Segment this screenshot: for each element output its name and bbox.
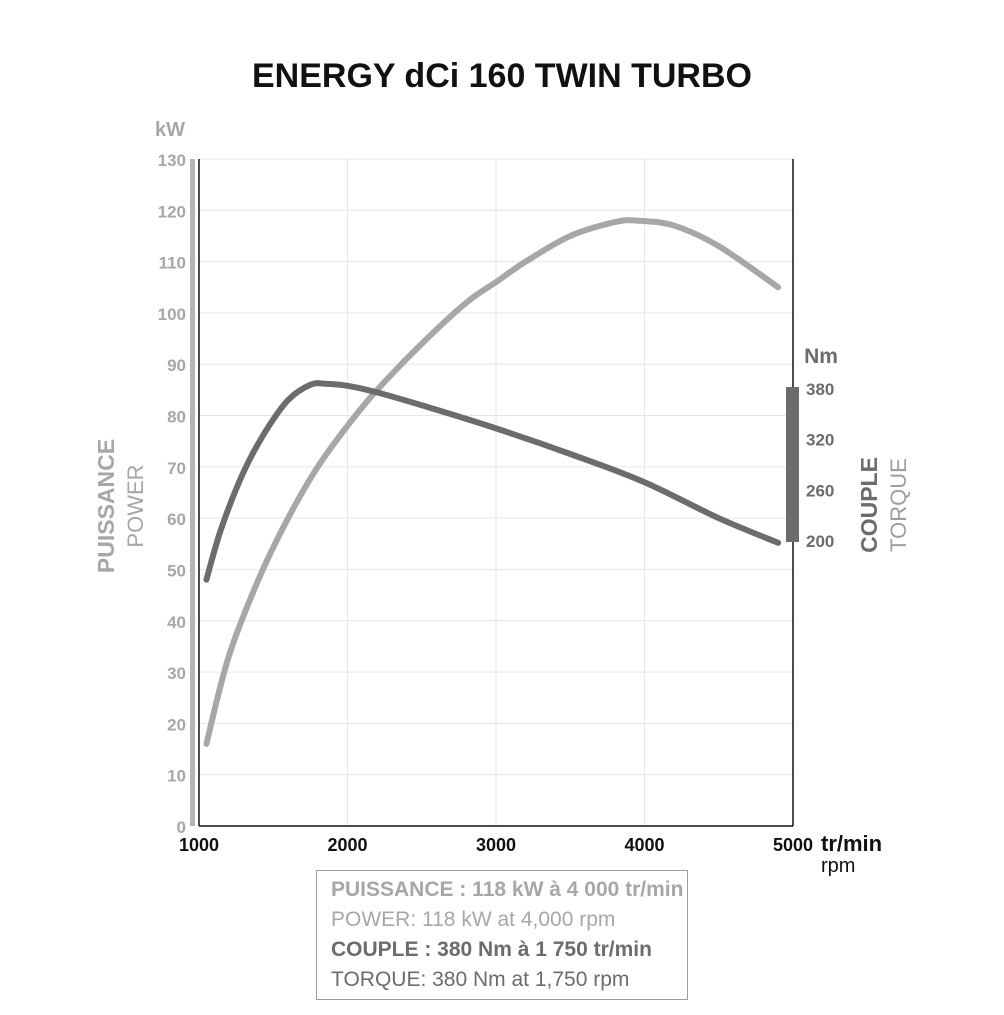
power-summary-en: POWER: 118 kW at 4,000 rpm	[331, 908, 616, 931]
labels-layer: 0 10 20 30 40 50 60 70 80 90 100 110 120 130 kW 1000 200…	[93, 119, 911, 877]
grid	[199, 158, 793, 826]
x-tick-label: 2000	[327, 835, 367, 855]
y-tick-label: 70	[167, 459, 186, 478]
torque-summary-fr: COUPLE : 380 Nm à 1 750 tr/min	[331, 938, 652, 961]
x-axis-sublabel: rpm	[821, 855, 855, 877]
power-summary-fr: PUISSANCE : 118 kW à 4 000 tr/min	[331, 878, 684, 901]
y-tick-label: 20	[167, 715, 186, 734]
power-axis-bar	[190, 159, 195, 826]
x-tick-label: 3000	[476, 835, 516, 855]
y-right-unit-nm: Nm	[804, 345, 838, 368]
y-tick-label: 80	[167, 408, 186, 427]
y-tick-label: 30	[167, 664, 186, 683]
x-tick-label: 1000	[179, 835, 219, 855]
torque-summary-en: TORQUE: 380 Nm at 1,750 rpm	[331, 968, 630, 991]
chart-title: ENERGY dCi 160 TWIN TURBO	[252, 57, 752, 95]
y-right-axis-subtitle: TORQUE	[886, 458, 911, 552]
y-right-tick-label: 260	[806, 481, 834, 500]
y-right-tick-label: 320	[806, 431, 834, 450]
power-curve	[203, 217, 782, 747]
x-tick-label: 5000	[773, 835, 813, 855]
y-tick-label: 90	[167, 356, 186, 375]
y-right-tick-label: 380	[806, 380, 834, 399]
y-tick-label: 10	[167, 767, 186, 786]
y-axis-title: PUISSANCE	[93, 439, 119, 573]
series-layer	[203, 217, 782, 747]
y-tick-label: 40	[167, 613, 186, 632]
y-right-axis-title: COUPLE	[856, 457, 882, 553]
torque-curve	[203, 380, 782, 583]
y-tick-label: 0	[177, 818, 186, 837]
y-tick-label: 130	[158, 151, 186, 170]
y-axis-subtitle: POWER	[123, 464, 148, 547]
y-tick-label: 50	[167, 561, 186, 580]
x-tick-label: 4000	[624, 835, 664, 855]
axes	[190, 159, 799, 827]
y-tick-label: 100	[158, 305, 186, 324]
summary-box: PUISSANCE : 118 kW à 4 000 tr/min POWER:…	[316, 870, 688, 1000]
y-right-tick-label: 200	[806, 532, 834, 551]
y-tick-label: 60	[167, 510, 186, 529]
x-axis-label: tr/min	[821, 831, 882, 856]
y-tick-label: 110	[159, 254, 186, 273]
y-tick-label: 120	[158, 202, 186, 221]
torque-axis-bar	[786, 387, 799, 542]
y-unit-kw: kW	[155, 119, 185, 141]
